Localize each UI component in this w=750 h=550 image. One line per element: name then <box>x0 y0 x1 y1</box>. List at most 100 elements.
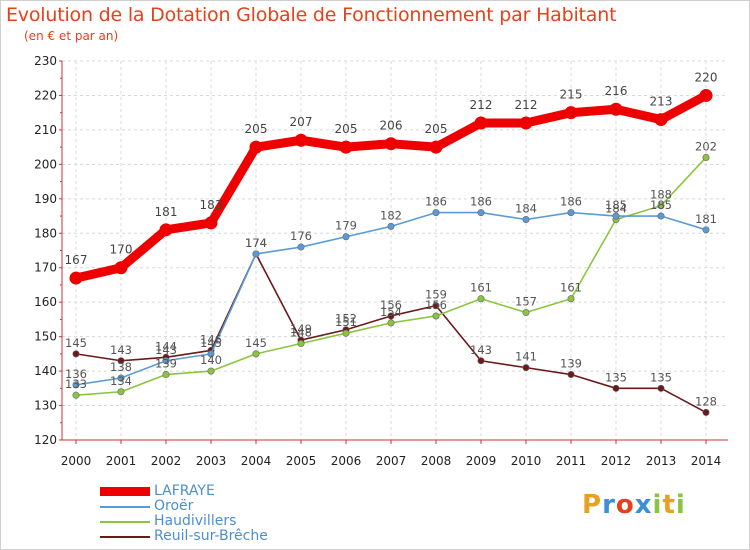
data-label: 154 <box>380 305 402 319</box>
data-point <box>477 209 485 217</box>
data-point <box>252 250 260 258</box>
data-label: 141 <box>515 350 537 364</box>
x-tick-label: 2010 <box>511 454 542 468</box>
data-point <box>702 226 710 234</box>
data-label: 183 <box>200 198 223 212</box>
data-label: 156 <box>380 298 402 312</box>
data-point <box>432 312 440 320</box>
data-point <box>249 140 263 154</box>
data-point <box>429 140 443 154</box>
data-label: 185 <box>650 198 672 212</box>
data-point <box>252 350 260 358</box>
data-label: 149 <box>290 322 312 336</box>
data-label: 176 <box>290 229 312 243</box>
data-point <box>657 212 665 220</box>
x-tick-label: 2002 <box>151 454 182 468</box>
data-label: 216 <box>605 84 628 98</box>
x-tick-label: 2005 <box>286 454 317 468</box>
data-point <box>339 140 353 154</box>
legend-label: Haudivillers <box>154 513 237 529</box>
y-tick-label: 220 <box>34 88 57 102</box>
data-point <box>477 357 485 365</box>
data-label: 184 <box>515 201 537 215</box>
data-point <box>204 216 218 230</box>
data-point <box>342 233 350 241</box>
data-label: 145 <box>245 336 267 350</box>
logo-letter: r <box>602 490 616 520</box>
data-label: 181 <box>695 212 717 226</box>
data-label: 161 <box>560 281 582 295</box>
data-label: 186 <box>470 195 492 209</box>
data-point <box>522 309 530 317</box>
data-point <box>117 374 125 382</box>
data-point <box>207 350 215 358</box>
proxiti-logo: Proxiti <box>582 490 686 520</box>
data-label: 143 <box>155 343 177 357</box>
data-label: 205 <box>335 122 358 136</box>
x-tick-label: 2011 <box>556 454 587 468</box>
data-label: 179 <box>335 219 357 233</box>
data-point <box>702 408 710 416</box>
data-label: 135 <box>605 370 627 384</box>
chart-data-labels: 167 170 181 183 205 207 205 206 205 212 212 215 216 2… <box>65 70 718 408</box>
y-tick-label: 160 <box>34 295 57 309</box>
chart-series <box>69 88 713 416</box>
chart-grid <box>62 60 728 441</box>
data-label: 205 <box>245 122 268 136</box>
data-label: 145 <box>200 336 222 350</box>
data-point <box>519 116 533 130</box>
data-point <box>297 340 305 348</box>
data-label: 135 <box>650 370 672 384</box>
x-tick-label: 2004 <box>241 454 272 468</box>
data-point <box>657 202 665 210</box>
data-point <box>522 215 530 223</box>
data-point <box>72 350 80 358</box>
data-label: 161 <box>470 281 492 295</box>
legend-item: Reuil-sur-Brêche <box>100 528 300 544</box>
data-label: 138 <box>110 360 132 374</box>
data-point <box>384 137 398 151</box>
legend-swatch <box>100 487 150 496</box>
data-point <box>522 364 530 372</box>
data-label: 182 <box>380 208 402 222</box>
data-label: 167 <box>65 253 88 267</box>
data-point <box>114 261 128 275</box>
data-label: 202 <box>695 139 717 153</box>
data-label: 174 <box>245 236 267 250</box>
data-point <box>297 243 305 251</box>
data-label: 156 <box>425 298 447 312</box>
data-point <box>699 88 713 102</box>
data-label: 206 <box>380 119 403 133</box>
x-tick-label: 2006 <box>331 454 362 468</box>
x-tick-label: 2007 <box>376 454 407 468</box>
y-tick-label: 190 <box>34 192 57 206</box>
y-tick-label: 150 <box>34 330 57 344</box>
data-label: 185 <box>605 198 627 212</box>
legend-item: Haudivillers <box>100 513 300 529</box>
logo-letter: P <box>582 490 603 520</box>
data-point <box>72 391 80 399</box>
data-label: 159 <box>425 288 447 302</box>
y-tick-label: 230 <box>34 54 57 68</box>
x-tick-label: 2003 <box>196 454 227 468</box>
chart-title: Evolution de la Dotation Globale de Fonc… <box>6 4 617 26</box>
data-point <box>159 223 173 237</box>
x-tick-label: 2009 <box>466 454 497 468</box>
x-tick-label: 2013 <box>646 454 677 468</box>
data-point <box>609 102 623 116</box>
data-label: 139 <box>155 357 177 371</box>
data-label: 212 <box>515 98 538 112</box>
y-tick-label: 130 <box>34 399 57 413</box>
data-point <box>567 209 575 217</box>
legend-swatch <box>100 506 150 508</box>
data-label: 148 <box>290 326 312 340</box>
data-point <box>702 153 710 161</box>
data-point <box>654 113 668 127</box>
y-tick-label: 200 <box>34 157 57 171</box>
data-label: 146 <box>200 332 222 346</box>
y-tick-label: 140 <box>34 364 57 378</box>
data-label: 152 <box>335 312 357 326</box>
data-point <box>432 209 440 217</box>
legend-item: LAFRAYE <box>100 483 300 499</box>
